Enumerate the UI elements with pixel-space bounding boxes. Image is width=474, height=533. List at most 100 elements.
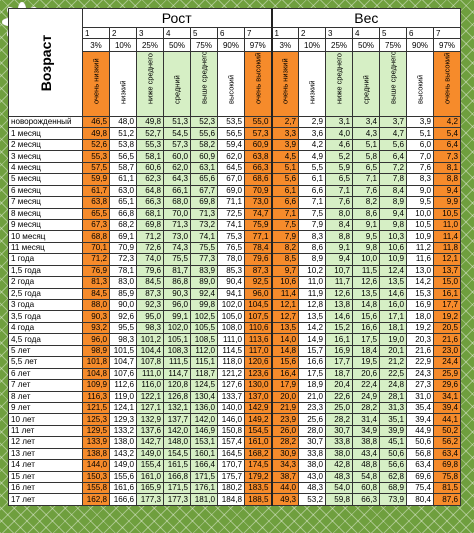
weight-cell: 56,8: [406, 447, 435, 461]
weight-cell: 38,7: [270, 470, 300, 484]
weight-cell: 48,8: [352, 459, 381, 472]
category-label: средний: [163, 51, 191, 117]
height-cell: 72,3: [109, 253, 137, 266]
height-cell: 111,0: [217, 333, 245, 346]
age-cell: 13 лет: [8, 447, 83, 461]
category-label: выше среднего: [190, 51, 218, 117]
weight-cell: 7,1: [352, 173, 381, 186]
height-cell: 150,8: [217, 424, 245, 438]
table-row: 11 месяц 70,1 70,9 72,6 74,3 75,5 76,5 78,4 8,2 8…: [8, 241, 462, 255]
weight-cell: 13,8: [325, 298, 354, 312]
height-cell: 121,2: [217, 367, 245, 381]
table-row: 3 месяц 55,3 56,5 58,1 60,0 60,9 62,0 63,8 4,5 4,…: [8, 150, 462, 163]
height-cell: 137,6: [136, 424, 164, 438]
height-cell: 68,0: [163, 196, 191, 209]
weight-cell: 62,8: [379, 470, 408, 484]
weight-cell: 28,2: [270, 436, 300, 449]
column-number: 4: [352, 27, 381, 39]
height-cell: 150,3: [82, 470, 110, 484]
weight-cell: 33,8: [298, 447, 327, 461]
height-cell: 69,1: [109, 230, 137, 243]
table-row: 12 лет 133,9 138,0 142,7 148,0 153,1 157,4 161,…: [8, 436, 462, 449]
weight-cell: 11,4: [433, 230, 462, 243]
weight-cell: 21,9: [270, 401, 300, 415]
weight-cell: 20,5: [433, 321, 462, 335]
weight-cell: 15,2: [325, 321, 354, 335]
table-row: 5 месяц 59,9 61,1 62,3 64,3 65,6 67,0 68,6 5,6 6,…: [8, 173, 462, 186]
height-cell: 130,0: [243, 379, 273, 392]
category-label-text: высокий: [226, 74, 236, 104]
weight-cell: 11,0: [433, 218, 462, 232]
height-cell: 116,0: [136, 379, 164, 392]
weight-cell: 8,8: [325, 230, 354, 243]
weight-cell: 8,1: [433, 161, 462, 175]
weight-cell: 13,5: [298, 310, 327, 323]
height-cell: 73,2: [190, 218, 218, 232]
age-cell: 14 лет: [8, 459, 83, 472]
age-cell: 5,5 лет: [8, 356, 83, 369]
age-cell: 1 года: [8, 253, 83, 266]
weight-cell: 16,1: [433, 287, 462, 301]
percentile-label: 97%: [433, 38, 462, 52]
height-cell: 142,0: [163, 424, 191, 438]
column-number: 6: [217, 27, 245, 39]
category-label: высокий: [406, 51, 435, 117]
height-cell: 88,0: [82, 298, 110, 312]
height-cell: 180,2: [217, 481, 245, 495]
weight-cell: 53,2: [298, 493, 327, 506]
height-cell: 166,8: [163, 470, 191, 484]
weight-cell: 11,5: [352, 264, 381, 278]
height-cell: 138,8: [82, 447, 110, 461]
age-cell: 7 месяц: [8, 196, 83, 209]
height-cell: 54,5: [163, 127, 191, 140]
column-number: 7: [433, 27, 462, 39]
height-cell: 85,9: [109, 287, 137, 301]
weight-cell: 16,9: [325, 344, 354, 358]
age-cell: 17 лет: [8, 493, 83, 506]
height-cell: 75,9: [243, 218, 273, 232]
category-label-text: низкий: [307, 80, 317, 104]
height-cell: 94,1: [217, 287, 245, 301]
category-label-text: высокий: [415, 74, 425, 104]
height-cell: 107,6: [109, 367, 137, 381]
height-cell: 71,3: [190, 207, 218, 220]
weight-cell: 87,6: [433, 493, 462, 506]
weight-cell: 8,4: [379, 184, 408, 198]
height-cell: 59,9: [82, 173, 110, 186]
weight-cell: 15,3: [406, 287, 435, 301]
height-cell: 74,1: [190, 230, 218, 243]
height-cell: 68,8: [82, 230, 110, 243]
height-cell: 176,1: [190, 481, 218, 495]
height-cell: 92,6: [109, 310, 137, 323]
weight-cell: 9,8: [352, 241, 381, 255]
weight-cell: 44,0: [270, 481, 300, 495]
height-cell: 65,5: [82, 207, 110, 220]
height-cell: 136,0: [190, 401, 218, 415]
weight-cell: 34,9: [352, 424, 381, 438]
weight-cell: 8,9: [298, 253, 327, 266]
weight-cell: 11,2: [406, 241, 435, 255]
height-cell: 86,8: [163, 276, 191, 289]
height-cell: 71,2: [82, 253, 110, 266]
weight-cell: 5,6: [270, 173, 300, 186]
height-cell: 171,5: [190, 470, 218, 484]
weight-cell: 22,9: [406, 356, 435, 369]
age-cell: 15 лет: [8, 470, 83, 484]
height-cell: 184,8: [217, 493, 245, 506]
height-cell: 53,8: [109, 138, 137, 152]
height-cell: 116,3: [82, 390, 110, 403]
height-cell: 64,3: [163, 173, 191, 186]
height-cell: 84,5: [136, 276, 164, 289]
age-cell: 10 лет: [8, 413, 83, 426]
height-cell: 78,1: [109, 264, 137, 278]
category-label-text: ниже среднего: [145, 53, 155, 104]
weight-cell: 20,1: [379, 344, 408, 358]
height-cell: 66,1: [163, 184, 191, 198]
weight-cell: 12,6: [352, 276, 381, 289]
height-header: Рост: [81, 8, 273, 28]
weight-cell: 7,1: [298, 196, 327, 209]
weight-cell: 3,9: [406, 115, 435, 129]
height-cell: 70,1: [82, 241, 110, 255]
height-cell: 124,1: [109, 401, 137, 415]
height-cell: 57,3: [243, 127, 273, 140]
